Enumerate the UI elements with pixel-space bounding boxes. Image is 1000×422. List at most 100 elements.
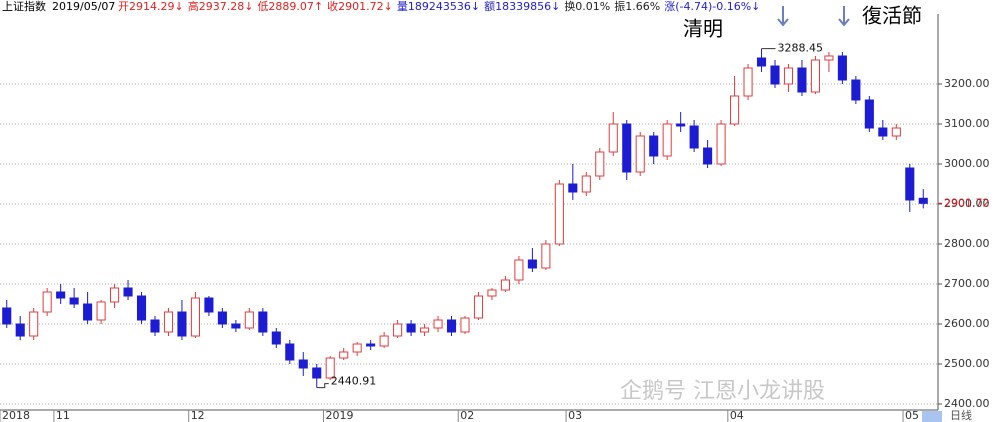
header-item: 量189243536↓ bbox=[397, 0, 480, 13]
min-leader bbox=[316, 383, 329, 389]
y-tick-label: 2700.00 bbox=[944, 277, 990, 290]
candle-body bbox=[163, 311, 174, 333]
y-tick-label: 2400.00 bbox=[944, 397, 990, 410]
x-tick-label: 2018 bbox=[2, 409, 30, 422]
candle-body bbox=[244, 311, 254, 329]
scroll-tab bbox=[922, 411, 942, 422]
candle-body bbox=[622, 123, 632, 173]
candle-body bbox=[635, 135, 645, 173]
candle-body bbox=[271, 331, 281, 345]
x-tick-label: 11 bbox=[56, 409, 70, 422]
candle-body bbox=[770, 65, 780, 85]
date: 2019/05/07 bbox=[52, 0, 115, 13]
annotation: 復活節 bbox=[862, 4, 922, 28]
max-label: 3288.45 bbox=[778, 42, 824, 55]
y-tick-label: 2900.00 bbox=[944, 197, 990, 210]
header-item: 低2889.07↑ bbox=[257, 0, 323, 13]
x-tick-label: 12 bbox=[191, 409, 205, 422]
candle-body bbox=[204, 297, 214, 313]
candle-body bbox=[797, 67, 807, 93]
candle-body bbox=[783, 67, 794, 85]
candle-body bbox=[56, 291, 66, 299]
x-tick-label: 05 bbox=[905, 409, 919, 422]
candle-body bbox=[258, 311, 268, 333]
candle-body bbox=[433, 319, 443, 329]
candle-body bbox=[541, 243, 551, 269]
candle-body bbox=[42, 291, 52, 313]
candle-body bbox=[527, 259, 537, 269]
candle-body bbox=[231, 323, 241, 329]
candle-body bbox=[393, 323, 403, 337]
candle-body bbox=[837, 55, 847, 81]
candle-body bbox=[756, 57, 767, 67]
candle-body bbox=[69, 297, 79, 305]
header-item: 开2914.29↓ bbox=[118, 0, 184, 13]
candle-body bbox=[689, 125, 699, 149]
y-tick-label: 3100.00 bbox=[944, 117, 990, 130]
candle-body bbox=[15, 323, 25, 337]
watermark: 企鹅号 江恩小龙讲股 bbox=[620, 379, 825, 404]
x-tick-label: 2019 bbox=[325, 409, 353, 422]
candle-body bbox=[406, 323, 416, 333]
candle-body bbox=[325, 357, 335, 379]
candle-body bbox=[312, 367, 322, 379]
y-tick-label: 3000.00 bbox=[944, 157, 990, 170]
y-tick-label: 2600.00 bbox=[944, 317, 990, 330]
candle-body bbox=[568, 183, 578, 193]
candle-body bbox=[743, 67, 753, 97]
candle-body bbox=[500, 279, 510, 291]
candle-body bbox=[379, 335, 389, 347]
candle-body bbox=[136, 295, 147, 321]
x-tick-label: 04 bbox=[730, 409, 744, 422]
header-item: 振1.66% bbox=[614, 0, 660, 13]
annotation: 清明 bbox=[683, 17, 723, 41]
last-price-label: 2901.72 bbox=[944, 196, 990, 209]
candle-body bbox=[662, 123, 672, 157]
candle-body bbox=[608, 123, 618, 153]
min-label: 2440.91 bbox=[331, 375, 377, 388]
x-tick-label: 03 bbox=[568, 409, 582, 422]
candle-body bbox=[2, 307, 12, 325]
arrow bbox=[777, 6, 789, 27]
candle-body bbox=[851, 79, 861, 101]
candle-body bbox=[595, 151, 605, 177]
candle-body bbox=[878, 127, 888, 137]
candle-body bbox=[217, 311, 227, 325]
candle-body bbox=[716, 123, 726, 165]
candle-body bbox=[298, 359, 308, 369]
candle-body bbox=[891, 127, 901, 137]
candle-body bbox=[703, 147, 713, 165]
candle-body bbox=[190, 297, 200, 337]
y-tick-label: 2800.00 bbox=[944, 237, 990, 250]
candle-body bbox=[352, 343, 362, 353]
candle-body bbox=[83, 303, 93, 321]
candle-body bbox=[177, 311, 187, 337]
header-item: 换0.01% bbox=[564, 0, 610, 13]
candle-body bbox=[123, 287, 133, 297]
candle-body bbox=[460, 317, 470, 333]
x-tick-label: 02 bbox=[460, 409, 474, 422]
period-label: 日线 bbox=[950, 408, 972, 422]
candle-body bbox=[487, 289, 497, 297]
candle-body bbox=[730, 95, 740, 125]
candle-body bbox=[366, 343, 376, 347]
candle-body bbox=[96, 301, 106, 321]
candle-body bbox=[581, 175, 591, 193]
candle-body bbox=[824, 55, 834, 61]
candle-body bbox=[554, 183, 564, 245]
header-item: 涨(-4.74)-0.16%↓ bbox=[664, 0, 760, 13]
candle-body bbox=[339, 351, 349, 359]
candle-body bbox=[473, 295, 484, 319]
header-item: 额18339856↓ bbox=[484, 0, 560, 13]
arrow bbox=[838, 6, 850, 27]
candle-body bbox=[420, 327, 430, 333]
chart-title: 上证指数 bbox=[2, 0, 46, 13]
candle-body bbox=[864, 99, 874, 129]
candle-body bbox=[514, 259, 524, 281]
y-tick-label: 2500.00 bbox=[944, 357, 990, 370]
candle-body bbox=[918, 197, 928, 204]
header-item: 收2901.72↓ bbox=[327, 0, 393, 13]
candle-body bbox=[810, 59, 820, 93]
